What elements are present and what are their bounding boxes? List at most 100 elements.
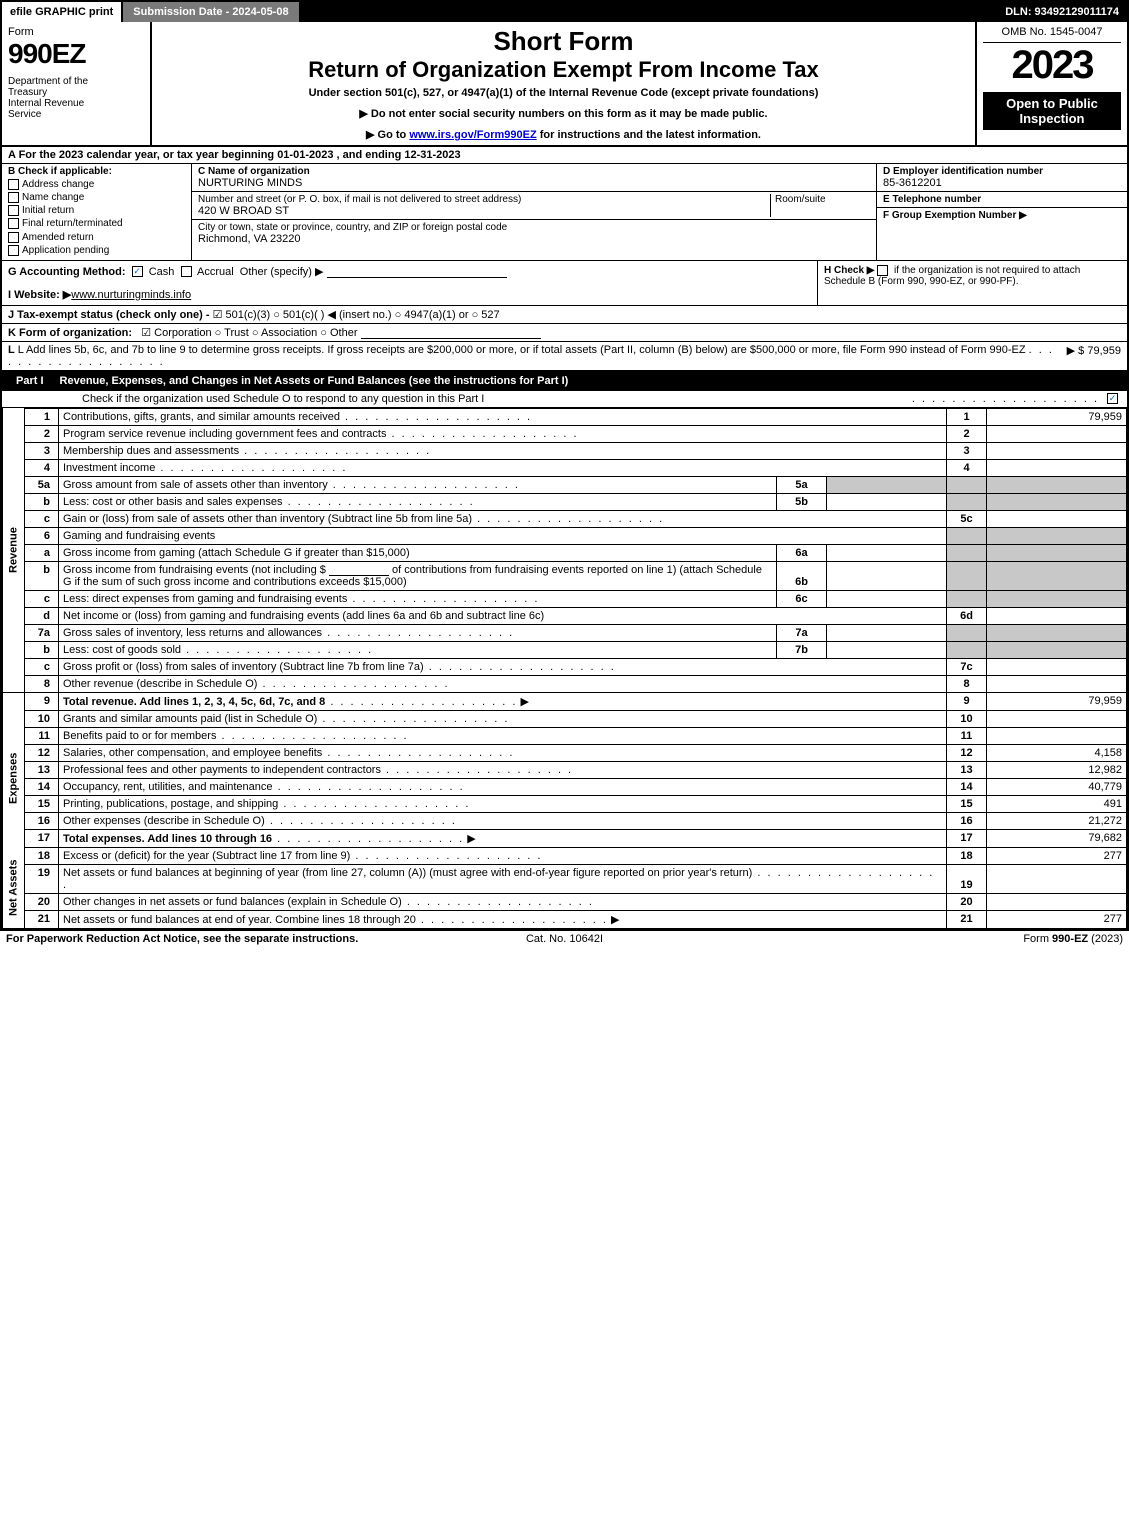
part-1-title: Revenue, Expenses, and Changes in Net As… (60, 375, 1121, 387)
accounting-method: G Accounting Method: ✓ Cash Accrual Othe… (8, 265, 811, 278)
ln16-amt: 21,272 (987, 812, 1127, 829)
e-label: E Telephone number (883, 194, 1121, 205)
ln7b-val (827, 641, 947, 658)
ln8-desc: Other revenue (describe in Schedule O) (63, 678, 257, 690)
g-label: G Accounting Method: (8, 266, 126, 278)
ln5a-val (827, 476, 947, 493)
ln19-desc: Net assets or fund balances at beginning… (63, 867, 752, 879)
expenses-label: Expenses (3, 710, 25, 847)
c-label: C Name of organization (198, 166, 870, 177)
city: Richmond, VA 23220 (198, 233, 870, 245)
ln20-desc: Other changes in net assets or fund bala… (63, 896, 402, 908)
ln6b-val (827, 561, 947, 590)
ln9-amt: 79,959 (987, 692, 1127, 710)
topbar-spacer (301, 2, 998, 22)
ln13-amt: 12,982 (987, 761, 1127, 778)
k-opts: ☑ Corporation ○ Trust ○ Association ○ Ot… (141, 327, 357, 339)
topbar: efile GRAPHIC print Submission Date - 20… (2, 2, 1127, 22)
chk-amended[interactable]: Amended return (8, 232, 185, 243)
ln1-id: 1 (947, 408, 987, 425)
website-val: www.nurturingminds.info (71, 289, 191, 301)
block-c: C Name of organization NURTURING MINDS N… (192, 164, 877, 260)
chk-initial[interactable]: Initial return (8, 205, 185, 216)
ln1-amt: 79,959 (987, 408, 1127, 425)
irs-link[interactable]: www.irs.gov/Form990EZ (409, 129, 536, 141)
ln18-amt: 277 (987, 847, 1127, 864)
ln6a-desc: Gross income from gaming (attach Schedul… (63, 547, 410, 559)
ln8-amt (987, 675, 1127, 692)
org-name-block: C Name of organization NURTURING MINDS (192, 164, 876, 192)
chk-schedule-o[interactable]: ✓ (1107, 393, 1118, 404)
ln6a-sub: 6a (777, 544, 827, 561)
header-left: Form 990EZ Department of theTreasuryInte… (2, 22, 152, 145)
under-section: Under section 501(c), 527, or 4947(a)(1)… (158, 87, 969, 99)
f-label: F Group Exemption Number ▶ (883, 210, 1121, 221)
open-inspection: Open to Public Inspection (983, 92, 1121, 130)
j-label: J Tax-exempt status (check only one) - (8, 309, 210, 321)
ln5a-desc: Gross amount from sale of assets other t… (63, 479, 328, 491)
ln6c-sub: 6c (777, 590, 827, 607)
part-1-sub-text: Check if the organization used Schedule … (82, 393, 912, 405)
ein: 85-3612201 (883, 177, 1121, 189)
org-name: NURTURING MINDS (198, 177, 870, 189)
ln7a-sub: 7a (777, 624, 827, 641)
chk-h[interactable] (877, 265, 888, 276)
group-block: F Group Exemption Number ▶ (877, 208, 1127, 235)
ln6b-sub: 6b (777, 561, 827, 590)
chk-pending[interactable]: Application pending (8, 245, 185, 256)
block-g-h: G Accounting Method: ✓ Cash Accrual Othe… (2, 261, 1127, 306)
department-label: Department of theTreasuryInternal Revenu… (8, 76, 144, 120)
ln7a-val (827, 624, 947, 641)
netassets-label: Net Assets (3, 847, 25, 928)
ln19-amt (987, 864, 1127, 893)
ln5b-sub: 5b (777, 493, 827, 510)
instruction-2: ▶ Go to www.irs.gov/Form990EZ for instru… (158, 128, 969, 141)
ln11-amt (987, 727, 1127, 744)
main-title: Return of Organization Exempt From Incom… (158, 57, 969, 83)
ln17-amt: 79,682 (987, 829, 1127, 847)
ln5a-sub: 5a (777, 476, 827, 493)
block-bcdef: B Check if applicable: Address change Na… (2, 164, 1127, 261)
lines-table: Revenue 1 Contributions, gifts, grants, … (2, 408, 1127, 929)
street-block: Number and street (or P. O. box, if mail… (192, 192, 876, 220)
ln12-amt: 4,158 (987, 744, 1127, 761)
ln7a-desc: Gross sales of inventory, less returns a… (63, 627, 322, 639)
chk-name[interactable]: Name change (8, 192, 185, 203)
ln21-desc: Net assets or fund balances at end of ye… (63, 914, 416, 926)
ln6a-val (827, 544, 947, 561)
ln14-amt: 40,779 (987, 778, 1127, 795)
block-h: H Check ▶ if the organization is not req… (817, 261, 1127, 305)
ln5b-val (827, 493, 947, 510)
line-a: A For the 2023 calendar year, or tax yea… (2, 147, 1127, 164)
form-number: 990EZ (8, 38, 144, 70)
k-fill (361, 327, 541, 339)
line-j: J Tax-exempt status (check only one) - ☑… (2, 306, 1127, 324)
form-container: efile GRAPHIC print Submission Date - 20… (0, 0, 1129, 931)
ln10-desc: Grants and similar amounts paid (list in… (63, 713, 317, 725)
ln10-amt (987, 710, 1127, 727)
ein-block: D Employer identification number 85-3612… (877, 164, 1127, 192)
ln7b-sub: 7b (777, 641, 827, 658)
block-g: G Accounting Method: ✓ Cash Accrual Othe… (2, 261, 817, 305)
header-center: Short Form Return of Organization Exempt… (152, 22, 977, 145)
street-label: Number and street (or P. O. box, if mail… (198, 194, 770, 205)
website-line: I Website: ▶www.nurturingminds.info (8, 288, 811, 301)
ln15-desc: Printing, publications, postage, and shi… (63, 798, 278, 810)
ln18-desc: Excess or (deficit) for the year (Subtra… (63, 850, 350, 862)
line-k: K Form of organization: ☑ Corporation ○ … (2, 324, 1127, 342)
submission-date: Submission Date - 2024-05-08 (123, 2, 300, 22)
chk-cash[interactable]: ✓ (132, 266, 143, 277)
city-label: City or town, state or province, country… (198, 222, 870, 233)
ln7c-desc: Gross profit or (loss) from sales of inv… (63, 661, 424, 673)
chk-final[interactable]: Final return/terminated (8, 218, 185, 229)
chk-accrual[interactable] (181, 266, 192, 277)
ln6c-desc: Less: direct expenses from gaming and fu… (63, 593, 347, 605)
block-b: B Check if applicable: Address change Na… (2, 164, 192, 260)
footer: For Paperwork Reduction Act Notice, see … (0, 931, 1129, 947)
ln13-desc: Professional fees and other payments to … (63, 764, 381, 776)
short-form-title: Short Form (158, 26, 969, 57)
part-1-label: Part I (8, 373, 52, 389)
i-label: I Website: ▶ (8, 289, 71, 301)
line-l: L L Add lines 5b, 6c, and 7b to line 9 t… (2, 342, 1127, 371)
chk-address[interactable]: Address change (8, 179, 185, 190)
